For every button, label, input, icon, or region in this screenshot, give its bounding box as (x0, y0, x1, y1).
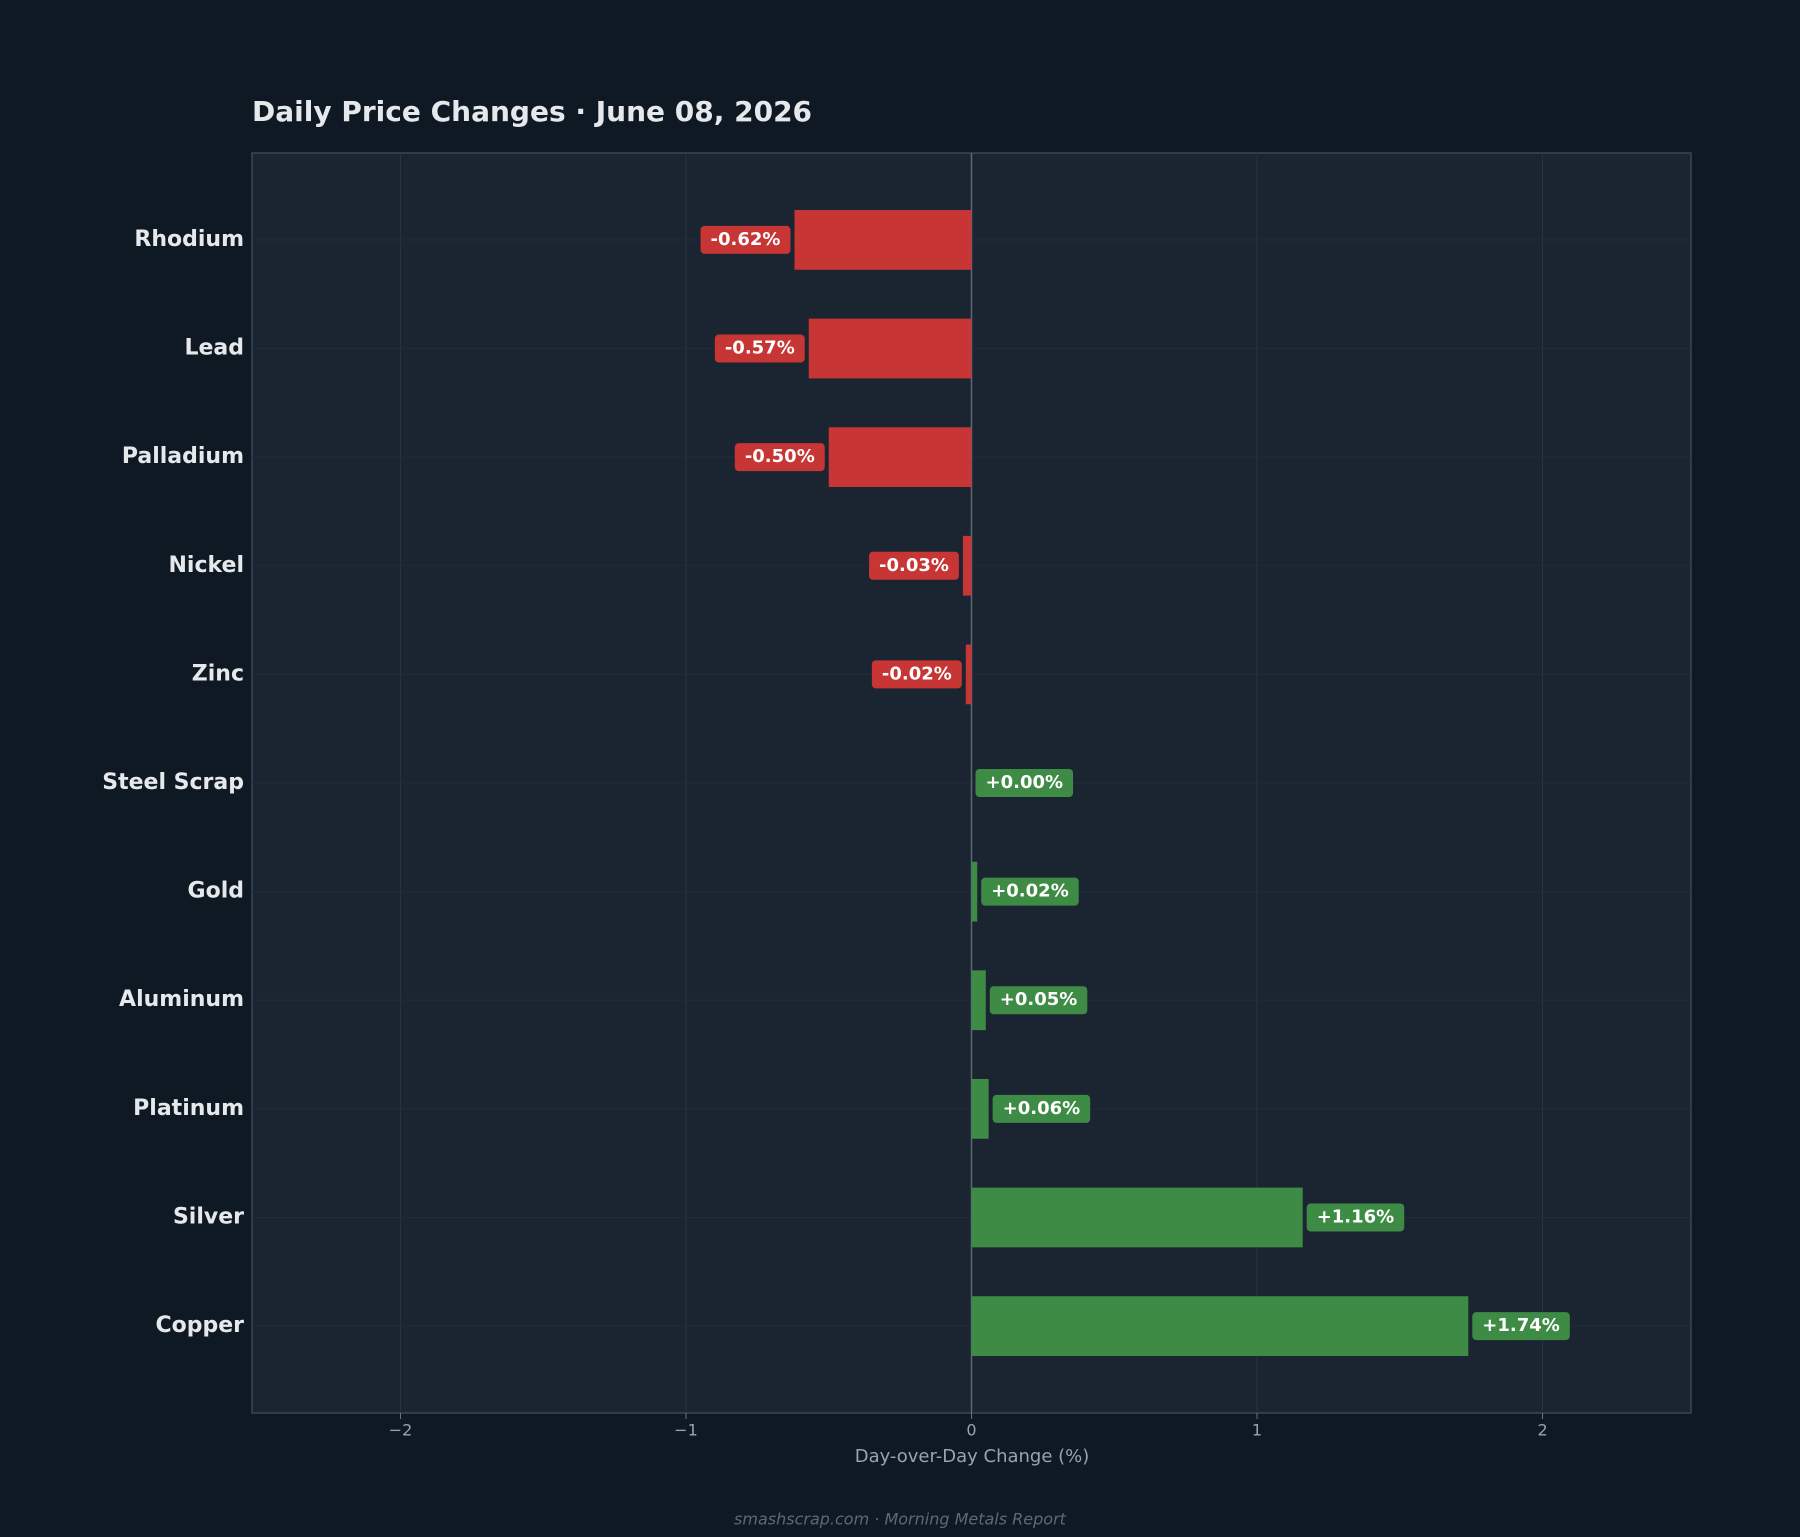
label-badge (734, 443, 825, 472)
marks: Rhodium -0.62% Lead -0.57% Palladium -0.50% Ni… (102, 210, 1570, 1356)
value-label: +0.02% (991, 881, 1069, 902)
value-label: +1.74% (1482, 1315, 1560, 1336)
value-label: -0.50% (745, 446, 815, 467)
bar (971, 861, 978, 922)
x-tick-label: −2 (389, 1421, 413, 1440)
bar (971, 1187, 1303, 1248)
value-label: +0.06% (1003, 1098, 1081, 1119)
x-tick-label: 2 (1537, 1421, 1547, 1440)
bar (971, 1078, 989, 1139)
category-label: Lead (184, 336, 244, 361)
category-label: Zinc (192, 661, 244, 686)
category-label: Nickel (169, 553, 245, 578)
category-label: Gold (188, 879, 244, 904)
bar (971, 1296, 1469, 1356)
bar (962, 535, 972, 596)
label-badge (975, 769, 1074, 797)
value-label: +0.05% (1000, 989, 1078, 1010)
label-badge (700, 225, 791, 254)
label-badge (992, 1094, 1091, 1123)
category-label: Aluminum (119, 987, 244, 1012)
x-tick-label: 0 (966, 1421, 976, 1440)
label-badge (1306, 1203, 1405, 1232)
category-label: Platinum (133, 1096, 244, 1121)
value-label: -0.03% (879, 555, 949, 576)
bar (965, 644, 972, 705)
x-axis-label: Day-over-Day Change (%) (855, 1446, 1090, 1467)
bar (828, 427, 972, 488)
label-badge (869, 551, 959, 580)
value-label: -0.57% (725, 338, 795, 359)
bar (794, 210, 972, 270)
bar (808, 318, 972, 379)
value-label: -0.02% (882, 663, 952, 684)
label-badge (1472, 1312, 1570, 1341)
label-badge (989, 986, 1088, 1015)
bar (971, 970, 986, 1031)
label-badge (871, 660, 962, 689)
x-tick-label: 1 (1252, 1421, 1262, 1440)
value-label: -0.62% (711, 229, 781, 250)
category-label: Rhodium (134, 227, 244, 252)
category-label: Palladium (122, 444, 244, 469)
category-label: Copper (155, 1313, 244, 1338)
footer: smashscrap.com · Morning Metals Report (734, 1510, 1067, 1529)
chart-title: Daily Price Changes · June 08, 2026 (252, 95, 812, 128)
label-badge (981, 877, 1079, 906)
category-label: Steel Scrap (102, 770, 244, 795)
label-badge (714, 334, 805, 363)
category-label: Silver (173, 1204, 244, 1229)
value-label: +0.00% (986, 772, 1064, 793)
x-tick-label: −1 (674, 1421, 698, 1440)
value-label: +1.16% (1317, 1206, 1395, 1227)
